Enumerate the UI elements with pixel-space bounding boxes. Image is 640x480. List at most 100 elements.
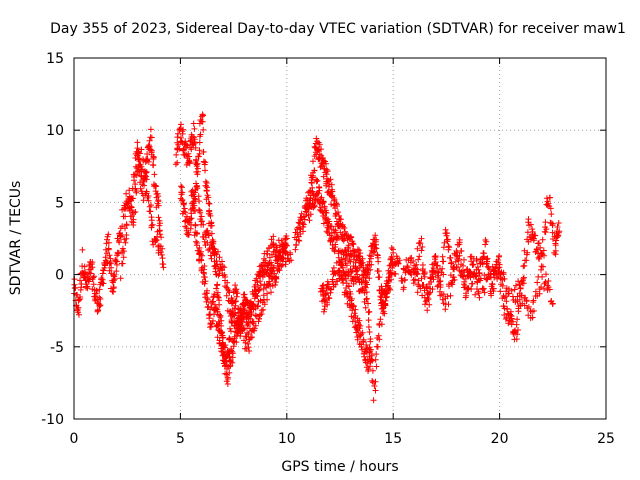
data-point bbox=[211, 291, 218, 298]
data-point bbox=[450, 274, 457, 280]
data-point bbox=[413, 261, 420, 268]
data-point bbox=[111, 276, 118, 282]
data-point bbox=[192, 222, 199, 229]
data-point bbox=[352, 264, 359, 271]
data-point bbox=[530, 307, 537, 314]
data-point bbox=[373, 363, 380, 370]
data-point bbox=[401, 276, 408, 283]
x-tick-label: 15 bbox=[384, 431, 402, 447]
data-point bbox=[474, 264, 481, 270]
data-point bbox=[223, 358, 230, 365]
data-point bbox=[228, 328, 234, 335]
data-point bbox=[110, 285, 117, 292]
data-point bbox=[198, 218, 205, 225]
data-point bbox=[174, 159, 181, 166]
data-point bbox=[224, 279, 231, 286]
data-point bbox=[365, 366, 372, 373]
data-point bbox=[233, 290, 240, 297]
data-point bbox=[337, 216, 344, 223]
data-point bbox=[446, 244, 453, 251]
data-point bbox=[513, 336, 520, 343]
data-point bbox=[155, 197, 162, 204]
data-point bbox=[464, 266, 471, 273]
data-point bbox=[346, 257, 353, 264]
data-point bbox=[105, 245, 112, 252]
data-point bbox=[332, 241, 339, 248]
data-point bbox=[343, 252, 350, 259]
data-point bbox=[173, 151, 180, 158]
data-point bbox=[336, 271, 343, 278]
data-point bbox=[404, 264, 411, 271]
data-point bbox=[78, 281, 85, 287]
data-point bbox=[282, 240, 289, 247]
data-point bbox=[91, 273, 97, 280]
data-point bbox=[328, 181, 335, 188]
data-point bbox=[368, 261, 375, 268]
data-point bbox=[201, 280, 208, 287]
data-points bbox=[71, 111, 563, 404]
data-point bbox=[316, 141, 323, 148]
data-point bbox=[96, 286, 103, 293]
data-point bbox=[375, 258, 382, 265]
data-point bbox=[274, 258, 281, 264]
data-point bbox=[347, 258, 354, 265]
data-point bbox=[268, 259, 275, 266]
data-point bbox=[379, 299, 385, 306]
data-point bbox=[142, 169, 149, 176]
data-point bbox=[541, 252, 547, 259]
data-point bbox=[199, 118, 206, 125]
data-point bbox=[416, 253, 423, 260]
data-point bbox=[194, 240, 201, 246]
data-point bbox=[146, 137, 153, 144]
data-point bbox=[178, 121, 184, 128]
data-point bbox=[417, 285, 424, 292]
data-point bbox=[188, 215, 195, 222]
data-point bbox=[149, 221, 156, 228]
data-point bbox=[375, 268, 382, 275]
data-point bbox=[214, 334, 221, 341]
data-point bbox=[201, 270, 207, 277]
data-point bbox=[157, 231, 164, 238]
data-point bbox=[455, 264, 461, 271]
data-point bbox=[347, 291, 354, 297]
data-point bbox=[328, 223, 335, 230]
data-point bbox=[365, 309, 372, 316]
data-point bbox=[188, 146, 195, 153]
data-point bbox=[351, 248, 358, 255]
data-point bbox=[345, 244, 352, 251]
data-point bbox=[144, 151, 151, 157]
data-point bbox=[132, 171, 139, 178]
data-point bbox=[244, 340, 251, 347]
data-point bbox=[500, 269, 507, 276]
data-point bbox=[180, 126, 187, 133]
data-point bbox=[159, 255, 166, 262]
data-point bbox=[327, 286, 334, 293]
data-point bbox=[186, 160, 193, 167]
data-point bbox=[76, 296, 82, 303]
data-point bbox=[343, 262, 350, 269]
data-point bbox=[444, 293, 451, 300]
data-point bbox=[202, 278, 209, 285]
data-point bbox=[96, 294, 103, 301]
y-tick-label: 0 bbox=[55, 268, 64, 284]
data-point bbox=[150, 162, 157, 169]
data-point bbox=[248, 311, 255, 317]
data-point bbox=[125, 199, 132, 206]
data-point bbox=[133, 189, 140, 196]
data-point bbox=[147, 146, 154, 153]
data-point bbox=[513, 321, 520, 328]
data-point bbox=[77, 296, 84, 302]
data-point bbox=[445, 301, 452, 308]
data-point bbox=[204, 184, 211, 191]
data-point bbox=[368, 253, 375, 260]
data-point bbox=[396, 257, 403, 264]
data-point bbox=[370, 249, 377, 256]
data-point bbox=[157, 220, 163, 227]
data-point bbox=[232, 310, 239, 317]
data-point bbox=[349, 307, 356, 314]
data-point bbox=[155, 202, 162, 209]
data-point bbox=[129, 185, 136, 192]
data-point bbox=[465, 285, 472, 292]
data-point bbox=[458, 248, 465, 255]
data-point bbox=[323, 160, 329, 167]
